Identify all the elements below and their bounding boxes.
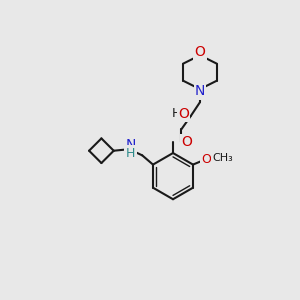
Text: CH₃: CH₃ xyxy=(212,153,232,163)
Text: H: H xyxy=(172,107,182,120)
Text: O: O xyxy=(201,154,211,166)
Text: N: N xyxy=(195,84,205,98)
Text: H: H xyxy=(126,146,135,160)
Text: N: N xyxy=(125,138,136,152)
Text: O: O xyxy=(178,107,189,121)
Text: O: O xyxy=(182,135,192,149)
Text: O: O xyxy=(194,45,206,59)
